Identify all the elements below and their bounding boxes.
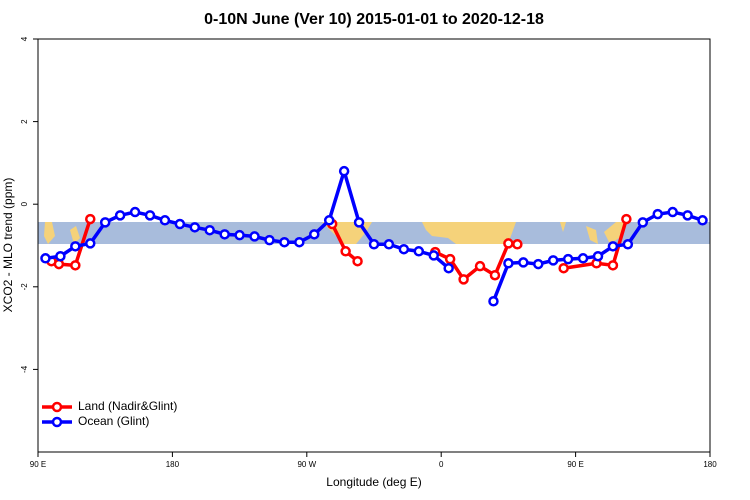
data-point xyxy=(309,229,320,240)
chart-title: 0-10N June (Ver 10) 2015-01-01 to 2020-1… xyxy=(204,11,544,28)
data-point xyxy=(338,165,350,177)
data-point xyxy=(503,258,514,269)
data-point xyxy=(294,236,305,248)
data-point xyxy=(652,208,663,220)
data-point xyxy=(503,238,514,249)
x-axis-label: Longitude (deg E) xyxy=(326,475,421,489)
data-point xyxy=(512,239,523,250)
data-point xyxy=(489,269,501,281)
data-point xyxy=(558,262,569,274)
data-point xyxy=(174,218,186,230)
data-point xyxy=(279,236,290,248)
data-point xyxy=(667,206,678,218)
data-point xyxy=(518,257,529,268)
legend-label: Ocean (Glint) xyxy=(78,414,149,428)
data-point xyxy=(577,253,589,264)
data-point xyxy=(40,253,51,264)
data-point xyxy=(533,258,544,270)
data-point xyxy=(159,215,171,226)
data-point xyxy=(682,210,693,221)
data-point xyxy=(85,213,96,225)
data-point xyxy=(368,239,380,250)
x-tick-label: 90 W xyxy=(297,460,316,469)
legend-marker xyxy=(51,416,63,428)
data-point xyxy=(70,241,81,252)
data-point xyxy=(323,215,335,226)
data-point xyxy=(637,217,649,228)
data-point xyxy=(189,222,201,233)
data-point xyxy=(607,241,619,252)
x-tick-label: 90 E xyxy=(567,460,583,469)
data-point xyxy=(444,253,456,265)
x-tick-label: 90 E xyxy=(30,460,46,469)
data-point xyxy=(562,253,574,265)
data-point xyxy=(340,246,351,257)
x-tick-label: 180 xyxy=(166,460,180,469)
data-point xyxy=(413,246,425,257)
data-point xyxy=(547,255,559,266)
data-point xyxy=(264,234,275,246)
data-point xyxy=(55,250,66,262)
data-point xyxy=(70,260,81,271)
data-point xyxy=(129,206,141,218)
y-tick-label: 4 xyxy=(20,36,29,41)
data-point xyxy=(443,262,454,274)
x-tick-label: 180 xyxy=(703,460,717,469)
y-tick-label: -4 xyxy=(20,365,29,373)
y-tick-label: 0 xyxy=(20,201,29,206)
data-point xyxy=(458,274,469,285)
data-point xyxy=(352,255,363,267)
data-point xyxy=(204,224,215,236)
data-point xyxy=(99,217,111,228)
data-point xyxy=(234,229,245,241)
y-axis-label: XCO2 - MLO trend (ppm) xyxy=(1,178,15,313)
data-point xyxy=(621,213,632,225)
data-point xyxy=(114,210,126,221)
data-point xyxy=(219,229,230,240)
data-point xyxy=(697,215,708,226)
data-point xyxy=(85,238,96,249)
data-point xyxy=(144,210,156,221)
y-tick-label: -2 xyxy=(20,283,29,291)
y-tick-label: 2 xyxy=(20,119,29,124)
data-point xyxy=(607,260,619,271)
legend-marker xyxy=(51,401,63,413)
x-tick-label: 0 xyxy=(439,460,444,469)
data-point xyxy=(622,239,634,250)
data-point xyxy=(592,250,604,262)
legend-label: Land (Nadir&Glint) xyxy=(78,399,177,413)
data-point xyxy=(488,296,499,307)
data-point xyxy=(398,243,410,255)
plot-frame xyxy=(37,38,711,453)
data-point xyxy=(249,231,260,242)
data-point xyxy=(383,239,395,250)
data-point xyxy=(353,217,365,228)
data-point xyxy=(428,250,439,261)
data-point xyxy=(474,260,486,272)
